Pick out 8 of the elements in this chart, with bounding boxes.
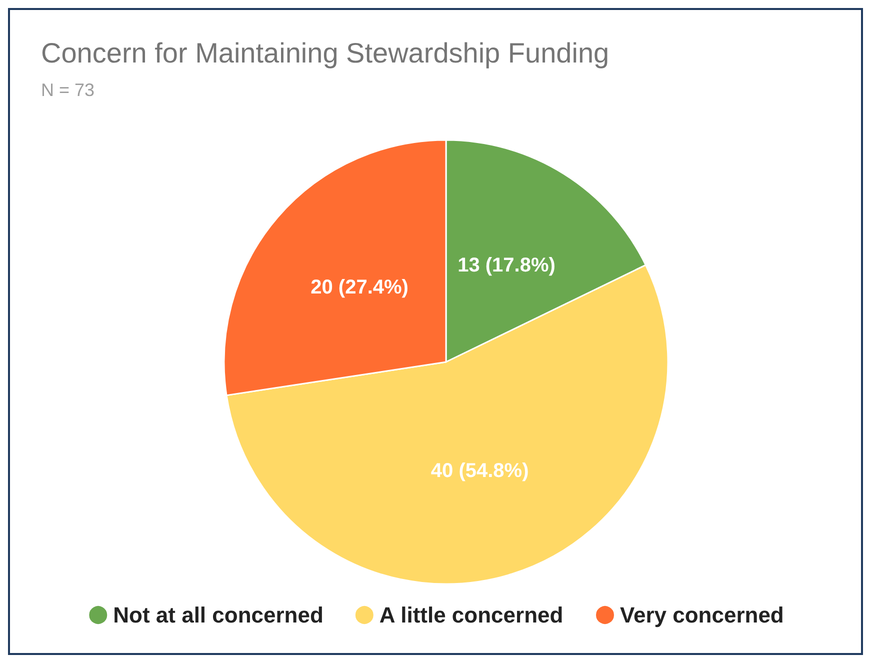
chart-title: Concern for Maintaining Stewardship Funding xyxy=(41,38,610,68)
data-label: 40 (54.8%) xyxy=(430,460,529,482)
legend-label: A little concerned xyxy=(379,602,564,628)
chart-subtitle: N = 73 xyxy=(41,80,95,100)
legend-label: Not at all concerned xyxy=(113,602,324,628)
data-label: 20 (27.4%) xyxy=(310,276,408,299)
legend-label: Very concerned xyxy=(620,602,784,628)
data-label: 13 (17.8%) xyxy=(458,254,556,276)
